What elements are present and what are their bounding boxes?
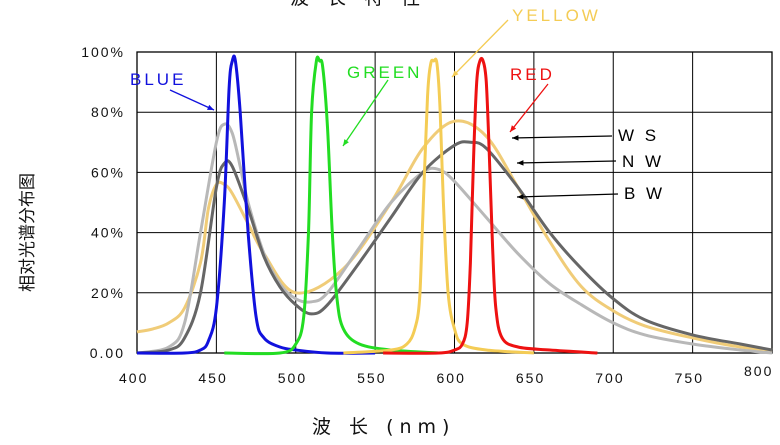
x-tick-label: 600 bbox=[437, 370, 466, 386]
x-tick-label: 550 bbox=[357, 370, 386, 386]
series-line-red bbox=[383, 56, 598, 355]
label-green: GREEN bbox=[347, 63, 422, 82]
label-nw: N W bbox=[622, 152, 664, 171]
chart-title: 波 长 特 性 bbox=[290, 0, 426, 9]
pointer-green bbox=[342, 79, 389, 147]
pointer-head-green bbox=[343, 139, 349, 146]
x-tick-label: 700 bbox=[595, 370, 624, 386]
series-lines bbox=[136, 54, 773, 356]
pointer-head-ws bbox=[512, 135, 519, 141]
pointer-blue bbox=[169, 89, 215, 111]
y-tick-label: 60% bbox=[91, 164, 125, 180]
tick-labels: 400 450 500 550 600 650 700 750 800 0.00 20% 40% 60%… bbox=[81, 44, 773, 386]
series-line-nw bbox=[136, 140, 773, 355]
label-blue: BLUE bbox=[130, 70, 186, 89]
y-tick-label: 80% bbox=[91, 104, 125, 120]
pointer-head-red bbox=[510, 125, 517, 132]
x-tick-label: 500 bbox=[278, 370, 307, 386]
x-axis-label: 波 长 (nm) bbox=[312, 416, 455, 438]
series-line-blue bbox=[136, 54, 376, 355]
pointer-yellow bbox=[451, 19, 509, 78]
series-line-yellow bbox=[343, 57, 534, 355]
y-tick-label: 0.00 bbox=[90, 345, 125, 361]
pointer-head-bw bbox=[517, 194, 524, 200]
pointer-bw bbox=[516, 193, 619, 198]
label-yellow: YELLOW bbox=[512, 6, 601, 25]
pointer-nw bbox=[516, 160, 617, 164]
pointer-head-yellow bbox=[452, 70, 459, 77]
y-axis-label: 相对光谱分布图 bbox=[18, 173, 38, 292]
series-line-green bbox=[224, 55, 439, 356]
label-red: RED bbox=[510, 65, 555, 84]
y-tick-label: 20% bbox=[91, 285, 125, 301]
x-tick-label: 750 bbox=[675, 370, 704, 386]
x-tick-label: 800 bbox=[744, 363, 773, 379]
x-tick-label: 650 bbox=[516, 370, 545, 386]
pointer-ws bbox=[511, 135, 613, 139]
x-tick-label: 450 bbox=[198, 370, 227, 386]
y-tick-label: 40% bbox=[91, 225, 125, 241]
grid bbox=[136, 51, 773, 354]
pointer-red bbox=[509, 83, 549, 133]
pointer-head-nw bbox=[517, 160, 524, 166]
label-ws: W S bbox=[618, 126, 659, 145]
y-tick-label: 100% bbox=[81, 44, 125, 60]
label-pointers bbox=[169, 19, 619, 200]
x-tick-label: 400 bbox=[119, 370, 148, 386]
label-bw: B W bbox=[624, 184, 665, 203]
pointer-head-blue bbox=[207, 104, 214, 110]
